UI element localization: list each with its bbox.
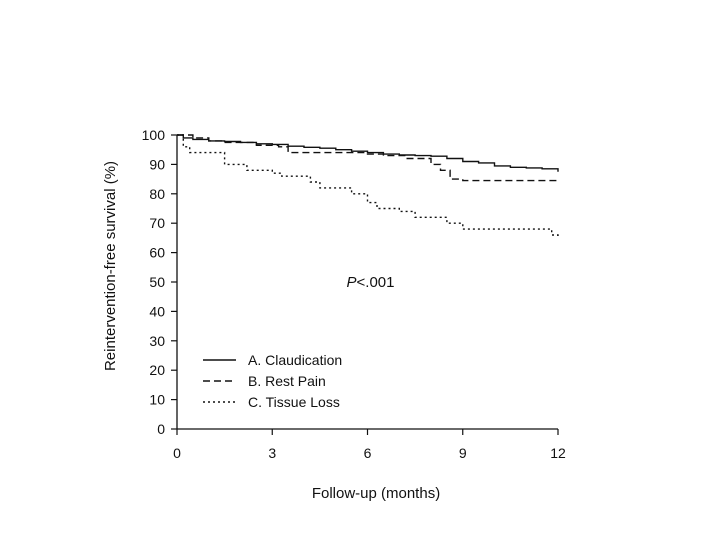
p-value-rest: <.001 [357, 274, 395, 291]
y-tick-label: 80 [149, 186, 165, 202]
y-tick-label: 100 [142, 127, 166, 143]
series-line-2 [177, 134, 558, 182]
x-ticks: 0 3 6 9 12 [173, 429, 566, 461]
y-tick-label: 90 [149, 156, 165, 172]
x-tick-label: 9 [459, 445, 467, 461]
x-tick-label: 12 [550, 445, 566, 461]
y-tick-label: 60 [149, 245, 165, 261]
y-tick-label: 10 [149, 392, 165, 408]
legend-label-3: C. Tissue Loss [248, 394, 340, 410]
legend-label-2: B. Rest Pain [248, 373, 326, 389]
x-tick-label: 6 [364, 445, 372, 461]
y-tick-label: 50 [149, 274, 165, 290]
x-tick-label: 3 [268, 445, 276, 461]
legend-label-1: A. Claudication [248, 352, 342, 368]
x-tick-label: 0 [173, 445, 181, 461]
y-tick-label: 40 [149, 303, 165, 319]
y-tick-label: 30 [149, 333, 165, 349]
p-value-italic: P [347, 274, 357, 291]
y-axis-label: Reintervention-free survival (%) [102, 161, 119, 371]
series-line-3 [177, 134, 559, 238]
y-tick-label: 20 [149, 362, 165, 378]
y-ticks: 0 10 20 30 40 50 60 70 80 90 100 [142, 127, 177, 437]
series-layer [177, 134, 559, 238]
series-line-1 [177, 134, 559, 172]
y-tick-label: 70 [149, 215, 165, 231]
y-tick-label: 0 [157, 421, 165, 437]
x-axis-label: Follow-up (months) [312, 485, 440, 502]
legend: A. Claudication B. Rest Pain C. Tissue Los… [203, 352, 342, 410]
p-value-annotation: P<.001 [347, 274, 395, 291]
